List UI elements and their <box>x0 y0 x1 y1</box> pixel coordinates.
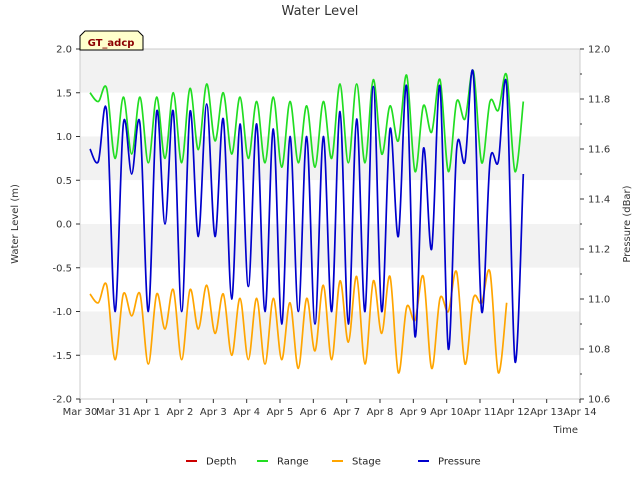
x-tick-label: Apr 5 <box>267 407 294 418</box>
y-tick-label: 2.0 <box>56 45 72 56</box>
x-tick-label: Apr 2 <box>167 407 194 418</box>
x-tick-label: Mar 30 <box>63 407 98 418</box>
x-tick-label: Apr 9 <box>400 407 427 418</box>
background-band <box>80 355 580 399</box>
station-badge: GT_adcp <box>79 30 144 51</box>
background-band <box>80 180 580 224</box>
background-band <box>80 224 580 268</box>
background-bands <box>80 49 580 399</box>
legend-item-stage: Stage <box>332 457 381 468</box>
y2-tick-label: 11.0 <box>588 295 610 306</box>
x-tick-label: Apr 10 <box>430 407 463 418</box>
series-line-pressure <box>89 69 525 363</box>
y-tick-label: -2.0 <box>52 395 72 406</box>
legend-label: Depth <box>206 457 236 468</box>
legend-item-range: Range <box>257 457 309 468</box>
y-tick-label: -0.5 <box>52 263 72 274</box>
y2-tick-label: 11.2 <box>588 245 610 256</box>
x-tick-label: Apr 14 <box>563 407 596 418</box>
x-tick-label: Apr 12 <box>497 407 530 418</box>
y-tick-label: -1.5 <box>52 351 72 362</box>
y-axis-label: Water Level (m) <box>10 184 21 264</box>
y2-tick-label: 11.6 <box>588 145 610 156</box>
x-tick-label: Mar 31 <box>96 407 131 418</box>
legend-label: Range <box>277 457 309 468</box>
left-axis-ticks: 2.0 1.5 1.0 0.5 0.0 -0.5 -1.0 -1.5 -2.0 <box>52 45 80 406</box>
y-tick-label: 1.0 <box>56 132 72 143</box>
background-band <box>80 49 580 93</box>
x-axis-label: Time <box>553 425 578 436</box>
background-band <box>80 136 580 181</box>
y-tick-label: 0.0 <box>56 220 72 231</box>
y-tick-label: -1.0 <box>52 307 72 318</box>
y2-tick-label: 11.8 <box>588 95 610 106</box>
y2-tick-label: 10.6 <box>588 395 610 406</box>
legend-label: Stage <box>352 457 381 468</box>
x-tick-label: Apr 7 <box>333 407 360 418</box>
series-lines <box>89 69 525 374</box>
y2-tick-label: 12.0 <box>588 45 610 56</box>
y2-tick-label: 10.8 <box>588 345 610 356</box>
x-tick-label: Apr 13 <box>530 407 563 418</box>
y-tick-label: 0.5 <box>56 176 72 187</box>
legend-label: Pressure <box>438 457 481 468</box>
y-tick-label: 1.5 <box>56 88 72 99</box>
x-tick-label: Apr 6 <box>300 407 327 418</box>
legend-item-pressure: Pressure <box>418 457 481 468</box>
station-badge-text: GT_adcp <box>88 38 135 49</box>
legend-item-depth: Depth <box>186 457 236 468</box>
right-axis-ticks: 12.0 11.8 11.6 11.4 11.2 11.0 10.8 10.6 <box>580 45 610 406</box>
x-tick-label: Apr 1 <box>133 407 160 418</box>
chart-title: Water Level <box>282 4 359 19</box>
legend: Depth Range Stage Pressure <box>186 457 481 468</box>
background-band <box>80 92 580 137</box>
x-tick-label: Apr 4 <box>233 407 260 418</box>
series-line-range <box>89 69 525 173</box>
y2-axis-label: Pressure (dBar) <box>622 185 633 262</box>
series-line-stage <box>89 269 508 374</box>
y2-tick-label: 11.4 <box>588 195 610 206</box>
x-tick-label: Apr 11 <box>463 407 496 418</box>
x-tick-label: Apr 8 <box>367 407 394 418</box>
x-tick-label: Apr 3 <box>200 407 227 418</box>
